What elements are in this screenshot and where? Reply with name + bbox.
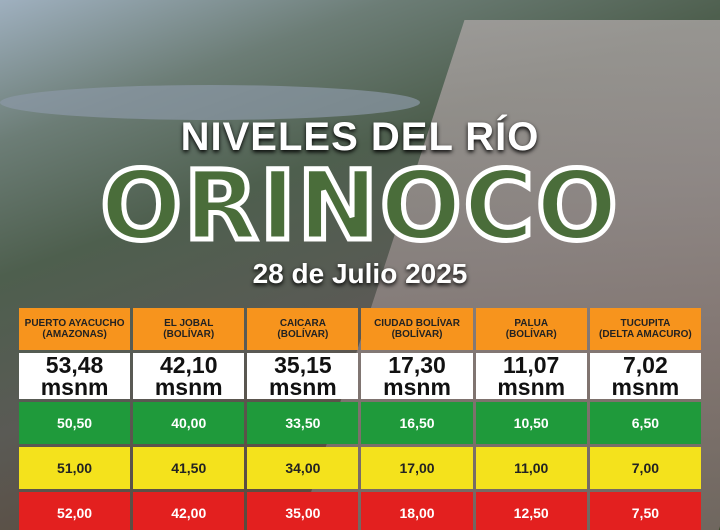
station-name: CAICARA bbox=[279, 318, 326, 329]
river-name: ORINOCO bbox=[98, 148, 620, 265]
station-name: PUERTO AYACUCHO bbox=[24, 318, 125, 329]
threshold-cell: 42,00 bbox=[133, 492, 245, 530]
threshold-cell: 41,50 bbox=[133, 447, 245, 489]
threshold-row: 50,50 40,00 33,50 16,50 10,50 6,50 bbox=[19, 402, 701, 444]
threshold-cell: 10,50 bbox=[475, 402, 587, 444]
threshold-cell: 35,00 bbox=[247, 492, 359, 530]
level-value: 17,30 bbox=[388, 352, 446, 378]
threshold-cell: 18,00 bbox=[361, 492, 473, 530]
header-cell: CIUDAD BOLÍVAR (BOLÍVAR) bbox=[361, 308, 473, 350]
level-value: 35,15 bbox=[274, 352, 332, 378]
title: NIVELES DEL RÍO bbox=[180, 115, 540, 159]
threshold-cell: 33,50 bbox=[247, 402, 359, 444]
station-state: (BOLÍVAR) bbox=[163, 329, 215, 340]
date: 28 de Julio 2025 bbox=[252, 258, 468, 289]
threshold-cell: 17,00 bbox=[361, 447, 473, 489]
station-name: TUCUPITA bbox=[620, 318, 671, 329]
threshold-cell: 51,00 bbox=[19, 447, 131, 489]
header-row: PUERTO AYACUCHO (AMAZONAS) EL JOBAL (BOLÍVA… bbox=[19, 308, 701, 350]
level-value: 11,07 bbox=[503, 352, 560, 378]
header-cell: CAICARA (BOLÍVAR) bbox=[247, 308, 359, 350]
level-unit: msnm bbox=[154, 374, 223, 400]
station-name: CIUDAD BOLÍVAR bbox=[374, 318, 461, 329]
header-cell: EL JOBAL (BOLÍVAR) bbox=[133, 308, 245, 350]
threshold-cell: 52,00 bbox=[19, 492, 131, 530]
threshold-cell: 16,50 bbox=[361, 402, 473, 444]
station-state: (BOLÍVAR) bbox=[391, 329, 443, 340]
threshold-row: 52,00 42,00 35,00 18,00 12,50 7,50 bbox=[19, 492, 701, 530]
header-cell: TUCUPITA (DELTA AMACURO) bbox=[589, 308, 701, 350]
station-state: (BOLÍVAR) bbox=[277, 329, 329, 340]
threshold-cell: 50,50 bbox=[19, 402, 131, 444]
background-lake bbox=[0, 85, 420, 120]
threshold-cell: 34,00 bbox=[247, 447, 359, 489]
station-name: PALUA bbox=[514, 318, 549, 329]
level-unit: msnm bbox=[40, 374, 109, 400]
level-unit: msnm bbox=[611, 374, 680, 400]
level-value: 42,10 bbox=[159, 352, 218, 378]
level-cell: 53,48 msnm bbox=[19, 352, 131, 400]
threshold-cell: 40,00 bbox=[133, 402, 245, 444]
level-cell: 7,02 msnm bbox=[589, 352, 701, 400]
level-cell: 35,15 msnm bbox=[247, 352, 359, 400]
level-unit: msnm bbox=[383, 374, 451, 400]
level-value: 7,02 bbox=[623, 352, 668, 378]
header-cell: PUERTO AYACUCHO (AMAZONAS) bbox=[19, 308, 131, 350]
station-state: (AMAZONAS) bbox=[42, 329, 107, 340]
level-value: 53,48 bbox=[45, 352, 104, 378]
station-name: EL JOBAL bbox=[164, 318, 214, 329]
threshold-row: 51,00 41,50 34,00 17,00 11,00 7,00 bbox=[19, 447, 701, 489]
level-cell: 17,30 msnm bbox=[361, 352, 473, 400]
station-state: (BOLÍVAR) bbox=[505, 329, 557, 340]
level-unit: msnm bbox=[269, 374, 337, 400]
threshold-cell: 7,00 bbox=[589, 447, 701, 489]
level-cell: 42,10 msnm bbox=[133, 352, 245, 400]
threshold-cell: 6,50 bbox=[589, 402, 701, 444]
header-cell: PALUA (BOLÍVAR) bbox=[475, 308, 587, 350]
levels-table: PUERTO AYACUCHO (AMAZONAS) EL JOBAL (BOLÍVA… bbox=[16, 305, 704, 530]
threshold-cell: 11,00 bbox=[475, 447, 587, 489]
threshold-cell: 7,50 bbox=[589, 492, 701, 530]
level-unit: msnm bbox=[497, 374, 566, 400]
level-row: 53,48 msnm 42,10 msnm 35,15 msnm 17,30 msnm 11,0… bbox=[19, 353, 701, 399]
threshold-cell: 12,50 bbox=[475, 492, 587, 530]
station-state: (DELTA AMACURO) bbox=[599, 329, 692, 340]
level-cell: 11,07 msnm bbox=[475, 352, 587, 400]
